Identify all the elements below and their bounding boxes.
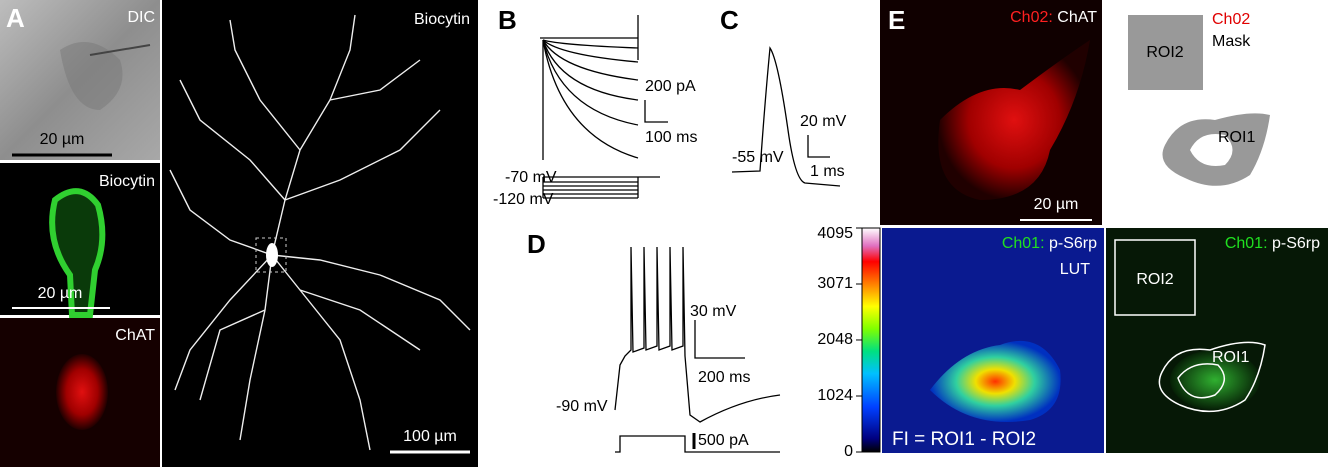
colorbar-ticks: 0 1024 2048 3071 4095 [817, 225, 862, 460]
roi-image [1106, 228, 1328, 453]
soma [266, 243, 278, 267]
roi-label: ROI1 [1218, 129, 1255, 146]
tick-label: 1024 [817, 387, 853, 404]
scale-label: 1 ms [810, 163, 845, 180]
morphology-image [162, 0, 478, 467]
pipette [89, 44, 151, 56]
image-title: ChAT [115, 327, 155, 344]
scale-label: 20 µm [1034, 196, 1079, 213]
roi-label: ROI1 [1212, 349, 1249, 366]
scale-label: 100 ms [645, 129, 697, 146]
mask-title: Mask [1212, 33, 1251, 50]
panel-c: C -55 mV 20 mV 1 ms [720, 5, 847, 187]
roi-label: ROI2 [1146, 44, 1183, 61]
channel: Ch02 [1212, 11, 1250, 28]
stain: p-S6rp [1272, 235, 1320, 252]
formula: FI = ROI1 - ROI2 [892, 429, 1036, 450]
panel-label: A [6, 3, 25, 33]
tick-label: 2048 [817, 331, 853, 348]
image-title: Ch02: ChAT [1010, 9, 1097, 26]
image-title: Biocytin [414, 11, 470, 28]
scale-bar [807, 135, 830, 158]
panel-label: C [720, 5, 739, 35]
scale-bar [694, 320, 745, 359]
soma [49, 188, 106, 318]
panel-b: B 200 pA 100 ms -70 mV -120 mV [493, 5, 697, 208]
channel: Ch01: [1002, 235, 1045, 252]
scale-label: 20 µm [40, 131, 85, 148]
stain: p-S6rp [1049, 235, 1097, 252]
neuron [169, 14, 471, 451]
image-title: DIC [127, 9, 155, 26]
panel-label: E [888, 5, 905, 35]
image-title: Ch01: p-S6rp [1225, 235, 1320, 252]
roi1-outline [1158, 341, 1266, 413]
roi2-mask [1128, 15, 1203, 90]
dic-cell [60, 42, 123, 110]
channel: Ch01: [1225, 235, 1268, 252]
panel-label: B [498, 5, 517, 35]
cell [930, 340, 1061, 422]
scale-label: 200 pA [645, 78, 696, 95]
tick-label: 3071 [817, 275, 853, 292]
panel-label: D [527, 229, 546, 259]
scale-label: 30 mV [690, 303, 737, 320]
current-step [615, 435, 780, 453]
scale-label: 20 µm [38, 285, 83, 302]
roi2-outline [1114, 239, 1196, 316]
cell [56, 354, 108, 430]
roi-label: ROI2 [1136, 271, 1173, 288]
image-title: Biocytin [99, 173, 155, 190]
voltage-label: -90 mV [556, 398, 608, 415]
image-title: Ch01: p-S6rp [1002, 235, 1097, 252]
scale-label: 20 mV [800, 113, 847, 130]
scale-label: 200 ms [698, 369, 750, 386]
scale-bar [644, 100, 668, 123]
voltage-steps [542, 176, 660, 199]
voltage-label: -120 mV [493, 191, 554, 208]
stain: ChAT [1057, 9, 1097, 26]
roi1-mask [1162, 113, 1270, 186]
lut-label: LUT [1060, 261, 1090, 278]
inset-box [255, 237, 287, 273]
cell [1170, 350, 1260, 410]
voltage-label: -55 mV [732, 149, 784, 166]
scale-label: 100 µm [403, 428, 457, 445]
scale-label: 500 pA [698, 432, 749, 449]
tick-label: 4095 [817, 225, 853, 242]
panel-e: E Ch02: ChAT 20 µm ROI2 Ch02 Mask ROI1 0… [817, 0, 1328, 460]
voltage-label: -70 mV [505, 169, 557, 186]
action-potential [731, 46, 841, 187]
tick-label: 0 [844, 443, 853, 460]
panel-d: D -90 mV 30 mV 200 ms 500 pA [527, 229, 781, 453]
panel-a: A DIC 20 µm Biocytin 20 µm ChAT Biocytin… [0, 0, 478, 467]
channel: Ch02: [1010, 9, 1053, 26]
colorbar [861, 227, 881, 453]
cell [938, 40, 1090, 200]
spike-train [614, 246, 781, 423]
current-traces [540, 15, 639, 160]
